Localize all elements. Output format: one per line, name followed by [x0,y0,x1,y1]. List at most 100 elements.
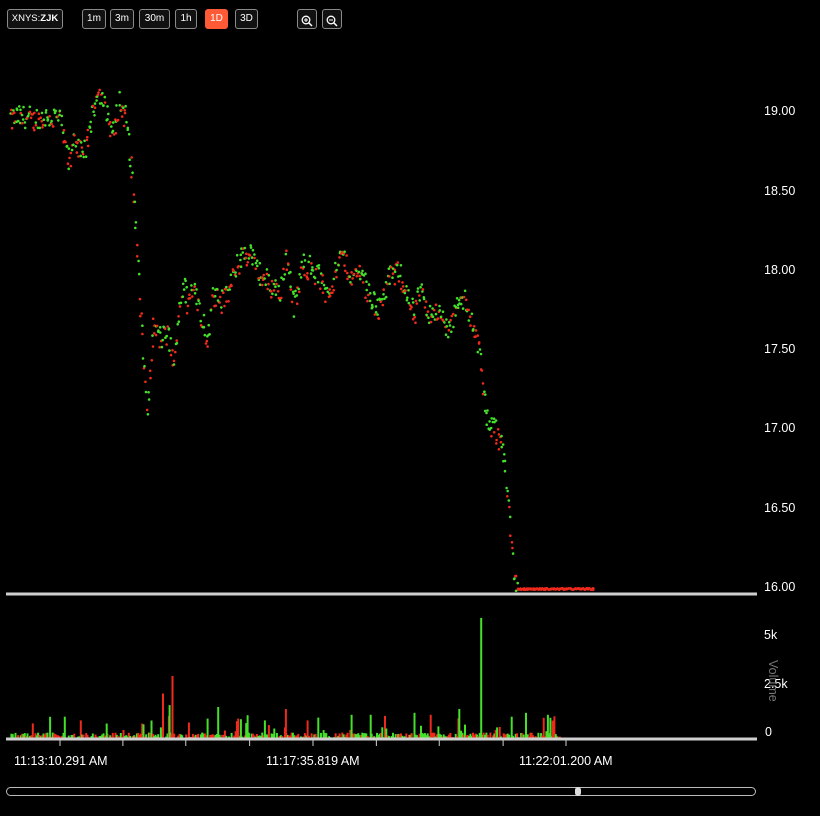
volume-bar [336,736,338,738]
price-point [66,162,70,165]
price-point [35,108,39,112]
volume-series [10,617,563,739]
zoom-in-button[interactable] [297,9,317,29]
price-point [79,154,82,158]
volume-bar [492,735,495,738]
volume-bar [420,725,422,738]
price-point [122,124,126,128]
volume-bar [396,734,398,738]
price-point [446,335,450,339]
volume-bar [493,733,496,738]
price-point [461,307,465,310]
volume-bar [81,734,84,738]
price-point [73,134,76,137]
price-point [399,287,403,291]
price-point [138,297,142,301]
price-point [89,130,93,133]
interval-30m-button[interactable]: 30m [139,9,170,29]
volume-bar [275,733,278,738]
interval-3d-button[interactable]: 3D [235,9,258,29]
price-point [100,102,103,105]
price-point [289,270,292,274]
price-point [447,328,451,332]
price-point [155,324,159,328]
price-point [235,253,239,257]
price-point [365,288,369,292]
price-point [251,248,255,252]
price-point [483,409,487,413]
price-point [141,332,144,336]
price-point [355,269,358,273]
price-point [111,129,115,133]
price-point [451,312,455,316]
volume-bar [505,734,508,738]
interval-1d-button[interactable]: 1D [205,9,228,29]
volume-bar [133,735,136,738]
volume-bar [101,734,104,738]
interval-3m-button[interactable]: 3m [110,9,134,29]
price-point [469,324,472,327]
price-point [255,259,259,263]
price-point [274,285,277,289]
price-point [102,104,105,107]
price-point [223,304,226,308]
price-point [84,155,88,158]
volume-bar [449,732,452,738]
price-point [309,272,313,275]
price-point [82,155,85,159]
price-point [481,392,485,396]
price-point [411,301,415,304]
volume-bar [390,735,393,738]
volume-bar [551,720,554,738]
volume-bar [541,735,544,738]
price-point [62,129,66,132]
price-point [79,141,83,144]
volume-bar [82,734,85,738]
price-point [151,317,155,321]
price-point [184,279,187,283]
price-point [289,288,293,291]
volume-bar [202,733,205,738]
price-point [50,122,53,126]
price-point [311,266,314,269]
price-point [48,115,51,118]
price-point [503,453,506,456]
price-point [419,285,422,289]
price-point [490,417,494,420]
volume-bar [37,732,40,738]
symbol-button[interactable]: XNYS:ZJK [7,9,63,29]
interval-1h-button[interactable]: 1h [175,9,197,29]
price-point [508,505,511,509]
volume-bar [35,735,38,738]
price-point [397,280,401,283]
time-range-scrollbar[interactable] [6,787,756,796]
price-tick-label: 19.00 [764,104,796,118]
price-point [406,296,409,300]
volume-bar [302,736,305,738]
price-point [430,313,433,316]
price-point [414,321,417,325]
price-point [239,253,243,257]
price-point [459,302,463,306]
volume-bar [235,721,238,738]
price-point [184,301,187,304]
price-point [214,304,218,308]
price-point [207,323,210,327]
interval-1m-button[interactable]: 1m [82,9,106,29]
price-point [72,143,75,147]
volume-bar [54,734,57,738]
price-point [93,106,97,110]
price-point [313,282,317,286]
volume-bar [225,735,228,738]
volume-bar [366,736,369,738]
price-point [321,273,324,277]
price-point [416,290,419,293]
volume-bar [316,736,318,738]
price-point [331,291,334,295]
volume-bar [434,736,437,738]
volume-bar [14,732,17,738]
scrollbar-handle[interactable] [575,787,581,796]
price-point [129,164,132,168]
zoom-out-button[interactable] [322,9,342,29]
